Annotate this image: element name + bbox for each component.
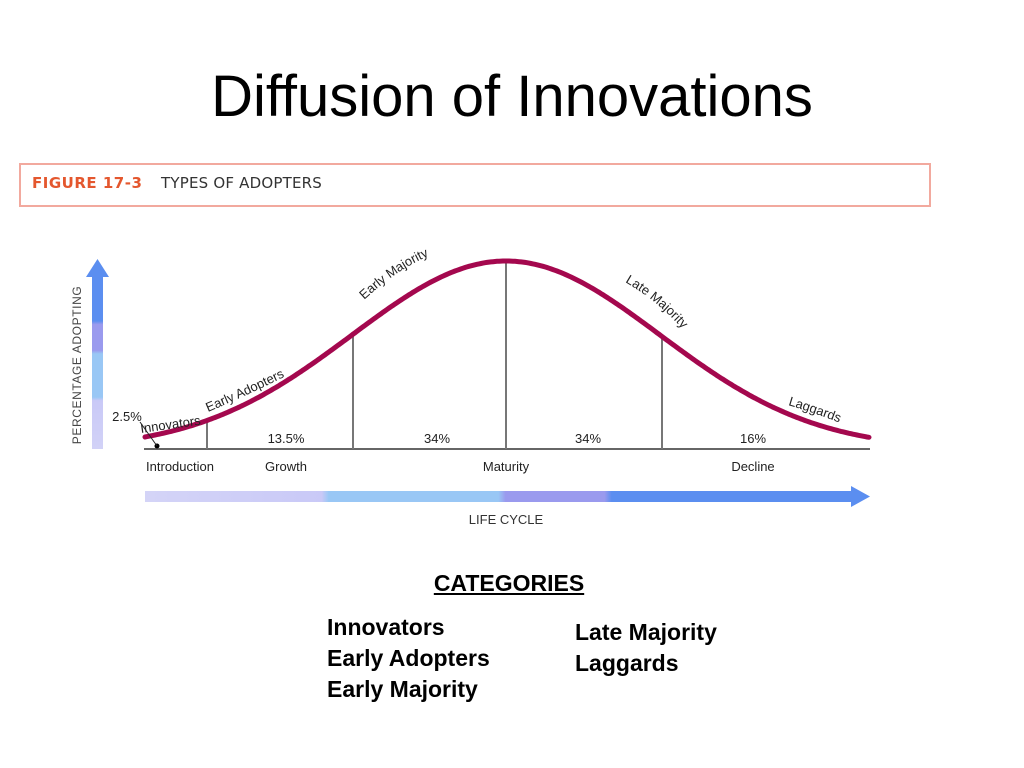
segment-label-innovators: 2.5% [112,409,142,424]
life-cycle-arrow [145,486,870,507]
x-axis-label: LIFE CYCLE [469,512,544,527]
curve-label-laggards: Laggards [787,394,844,426]
category-item: Early Majority [327,676,478,702]
curve-label-early-majority: Early Majority [356,245,431,302]
segment-label-laggards: 16% [740,431,766,446]
figure-header: FIGURE 17-3 TYPES OF ADOPTERS [19,163,931,207]
segment-label-early-adopters: 13.5% [268,431,305,446]
figure-number: FIGURE 17-3 [32,174,143,192]
stage-label-introduction: Introduction [146,459,214,474]
category-item: Laggards [575,650,679,676]
category-item: Early Adopters [327,645,490,671]
category-item: Late Majority [575,619,717,645]
categories-heading: CATEGORIES [433,570,585,596]
categories-right-column: Late Majority Laggards [575,617,717,679]
innovators-leader-line [139,421,158,447]
category-item: Innovators [327,614,445,640]
stage-label-maturity: Maturity [483,459,530,474]
categories-left-column: Innovators Early Adopters Early Majority [327,612,490,705]
y-axis-arrow [86,259,109,449]
figure-caption: TYPES OF ADOPTERS [161,174,322,192]
stage-label-decline: Decline [731,459,774,474]
segment-label-late-majority: 34% [575,431,601,446]
slide-title: Diffusion of Innovations [211,64,813,129]
adoption-bell-curve [142,258,872,440]
segment-label-early-majority: 34% [424,431,450,446]
stage-label-growth: Growth [265,459,307,474]
curve-label-late-majority: Late Majority [623,272,691,332]
segment-dividers [206,263,663,449]
y-axis-label: PERCENTAGE ADOPTING [70,286,84,445]
